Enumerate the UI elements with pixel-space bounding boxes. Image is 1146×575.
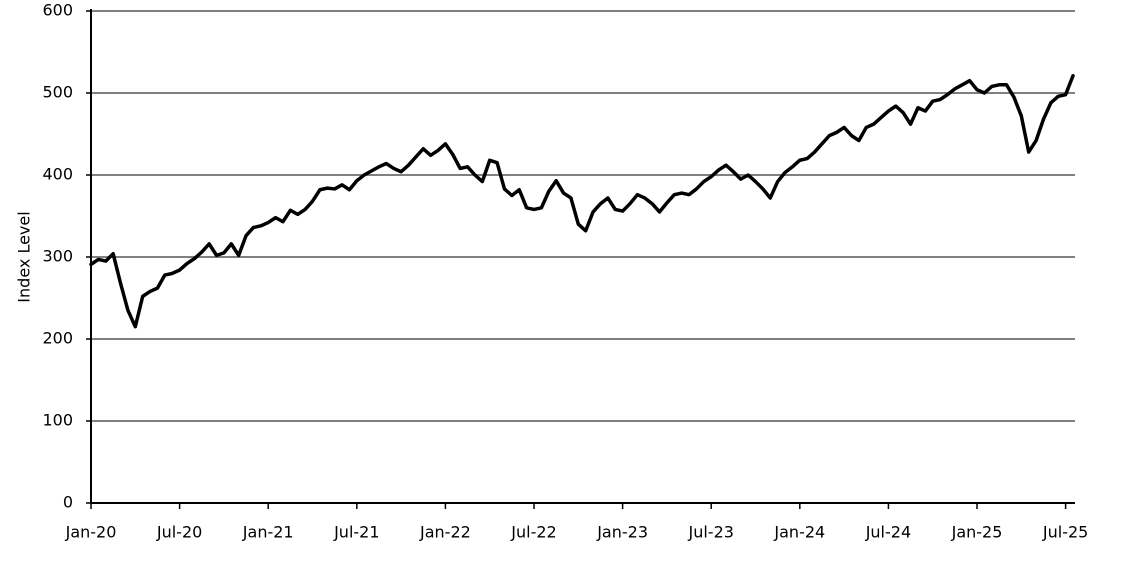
x-tick-label: Jul-22 [510,523,556,542]
y-tick-label: 500 [42,83,73,102]
x-tick-label: Jul-24 [865,523,911,542]
x-tick-label: Jul-20 [156,523,202,542]
y-tick-label: 0 [63,493,73,512]
x-tick-label: Jan-21 [242,523,294,542]
y-tick-label: 200 [42,329,73,348]
y-tick-label: 300 [42,247,73,266]
y-tick-label: 600 [42,1,73,20]
y-tick-label: 400 [42,165,73,184]
y-axis-label: Index Level [15,211,34,302]
line-series [89,74,1075,329]
x-tick-label: Jul-21 [333,523,379,542]
x-tick-label: Jul-23 [687,523,733,542]
x-tick-label: Jan-20 [65,523,117,542]
x-tick-label: Jan-22 [419,523,471,542]
x-tick-label: Jan-25 [951,523,1003,542]
y-tick-label: 100 [42,411,73,430]
x-tick-label: Jan-24 [773,523,825,542]
x-tick-label: Jan-23 [596,523,648,542]
x-tick-label: Jul-25 [1042,523,1088,542]
